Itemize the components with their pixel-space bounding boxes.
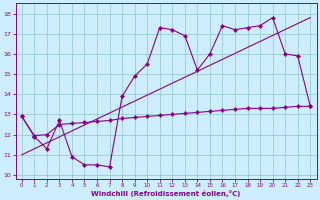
X-axis label: Windchill (Refroidissement éolien,°C): Windchill (Refroidissement éolien,°C) bbox=[91, 190, 241, 197]
